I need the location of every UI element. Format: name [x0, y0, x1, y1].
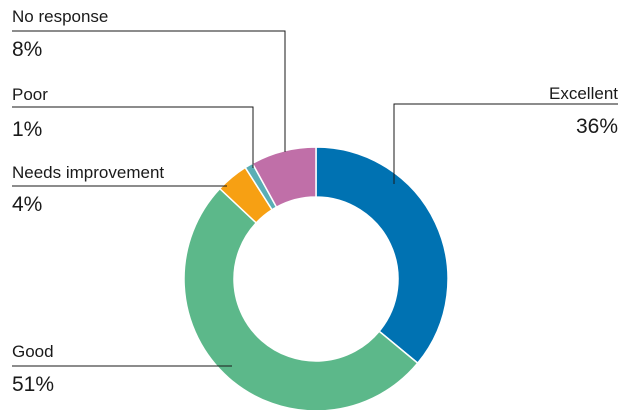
slice-excellent: [315, 146, 449, 365]
leader-poor: [12, 106, 254, 168]
slice-label-good: Good: [12, 342, 54, 361]
slice-value-poor: 1%: [12, 118, 42, 141]
slice-value-good: 51%: [12, 373, 54, 396]
slice-value-no-response: 8%: [12, 38, 42, 61]
slice-label-excellent: Excellent: [549, 84, 618, 103]
leader-excellent: [393, 103, 618, 184]
leader-lines: [12, 30, 618, 367]
slice-good: [183, 187, 419, 410]
donut-slices: [183, 146, 449, 410]
slice-label-needs-improvement: Needs improvement: [12, 163, 164, 182]
slice-label-poor: Poor: [12, 85, 48, 104]
slice-value-needs-improvement: 4%: [12, 193, 42, 216]
slice-no-response: [251, 146, 317, 209]
leader-no-response: [12, 30, 286, 152]
slice-value-excellent: 36%: [576, 115, 618, 138]
slice-label-no-response: No response: [12, 7, 108, 26]
